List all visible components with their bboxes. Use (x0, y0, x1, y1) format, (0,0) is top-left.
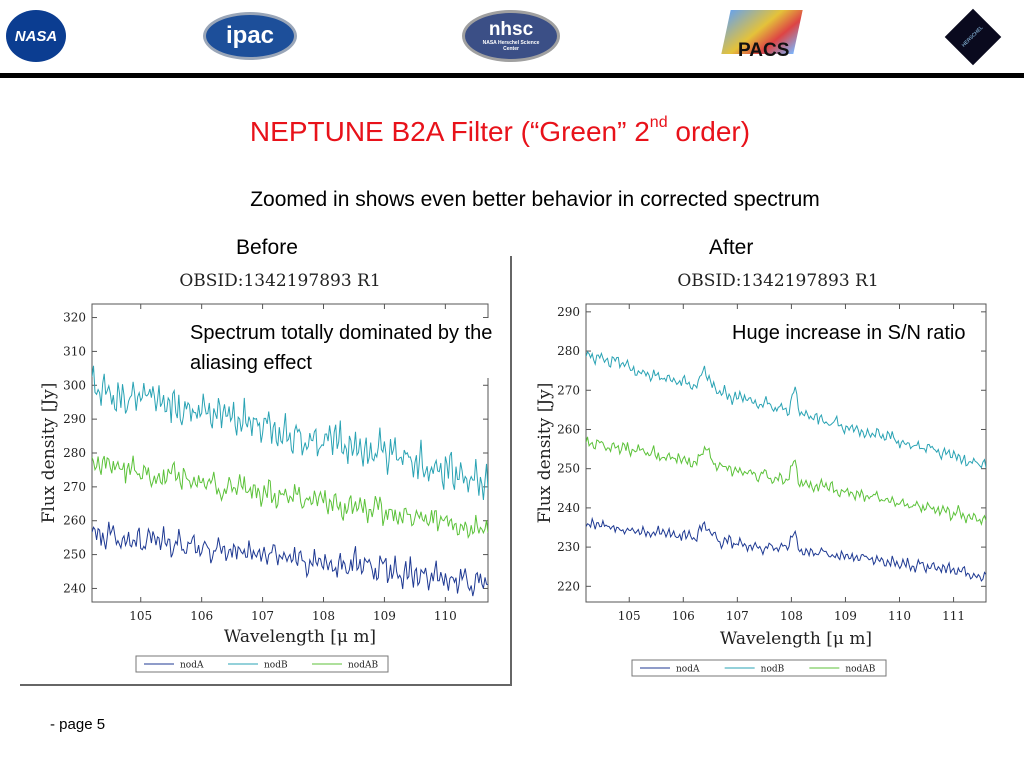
legend-label-nodAB: nodAB (348, 661, 378, 671)
series-line-nodB (586, 350, 986, 469)
nasa-logo-text: NASA (14, 27, 58, 45)
y-tick-label: 270 (557, 383, 580, 397)
before-chart: OBSID:1342197893 R1 105 106 107 108 109 110 240… (39, 271, 489, 673)
y-tick-label: 300 (63, 378, 86, 392)
legend-label-nodB: nodB (761, 665, 785, 675)
title-main: NEPTUNE B2A Filter (“Green” 2 (249, 116, 650, 147)
y-tick-label: 280 (63, 446, 86, 460)
nhsc-logo-text: nhsc (488, 19, 534, 40)
pacs-logo: PACS (716, 6, 812, 68)
legend-box (631, 659, 887, 677)
x-tick-label: 109 (373, 609, 396, 623)
series-line-nodA (586, 516, 986, 582)
header-rule (0, 73, 1024, 78)
x-tick-label: 105 (129, 609, 152, 623)
y-tick-label: 320 (63, 311, 86, 325)
x-tick-label: 106 (672, 609, 695, 623)
y-tick-label: 260 (557, 422, 580, 436)
y-tick-label: 240 (557, 501, 580, 515)
y-tick-label: 220 (557, 579, 580, 593)
y-tick-label: 290 (63, 412, 86, 426)
x-tick-label: 110 (888, 609, 911, 623)
y-tick-label: 290 (557, 305, 580, 319)
legend-label-nodB: nodB (264, 661, 288, 671)
plot-frame (585, 303, 987, 603)
nasa-logo: NASA (6, 10, 66, 62)
legend-box (135, 655, 389, 673)
legend-label-nodA: nodA (180, 661, 204, 671)
title-sup: nd (649, 114, 668, 131)
x-axis-label: Wavelength [μ m] (224, 627, 376, 647)
y-tick-label: 250 (63, 548, 86, 562)
slide-title: NEPTUNE B2A Filter (“Green” 2nd order) (0, 114, 1000, 148)
x-tick-label: 111 (942, 609, 965, 623)
y-tick-label: 240 (63, 581, 86, 595)
x-tick-label: 105 (618, 609, 641, 623)
legend-label-nodAB: nodAB (845, 665, 875, 675)
x-tick-label: 110 (434, 609, 457, 623)
series-line-nodAB (92, 455, 488, 539)
x-tick-label: 106 (190, 609, 213, 623)
legend-label-nodA: nodA (676, 665, 700, 675)
y-tick-label: 260 (63, 514, 86, 528)
y-tick-label: 310 (63, 344, 86, 358)
x-tick-label: 107 (726, 609, 749, 623)
herschel-logo: HERSCHEL (944, 8, 1002, 66)
series-line-nodA (92, 521, 488, 597)
slide-subtitle: Zoomed in shows even better behavior in … (250, 188, 820, 211)
y-axis-label: Flux density [Jy] (39, 383, 59, 524)
page-footer: - page 5 (50, 716, 106, 733)
nhsc-logo-subtext: NASA Herschel Science Center (482, 40, 540, 52)
title-end: order) (667, 116, 751, 147)
ipac-logo: ipac (203, 12, 297, 60)
after-label: After (709, 236, 754, 259)
herschel-logo-text: HERSCHEL (961, 25, 985, 49)
after-note: Huge increase in S/N ratio (732, 318, 982, 348)
y-tick-label: 280 (557, 344, 580, 358)
nhsc-logo: nhsc NASA Herschel Science Center (462, 10, 560, 62)
before-label: Before (236, 236, 298, 259)
after-chart: OBSID:1342197893 R1 105 106 107 108 109 110 111… (535, 271, 987, 677)
series-line-nodAB (586, 436, 986, 526)
ipac-logo-text: ipac (225, 22, 275, 49)
chart-title: OBSID:1342197893 R1 (677, 271, 878, 291)
series-line-nodB (92, 365, 488, 500)
y-axis-label: Flux density [Jy] (535, 383, 555, 524)
pacs-logo-text: PACS (738, 40, 790, 61)
chart-title: OBSID:1342197893 R1 (179, 271, 380, 291)
y-tick-label: 250 (557, 462, 580, 476)
x-tick-label: 108 (780, 609, 803, 623)
x-tick-label: 107 (251, 609, 274, 623)
x-tick-label: 109 (834, 609, 857, 623)
before-note: Spectrum totally dominated by the aliasi… (190, 318, 508, 378)
x-tick-label: 108 (312, 609, 335, 623)
y-tick-label: 230 (557, 540, 580, 554)
x-axis-label: Wavelength [μ m] (720, 629, 872, 649)
y-tick-label: 270 (63, 480, 86, 494)
